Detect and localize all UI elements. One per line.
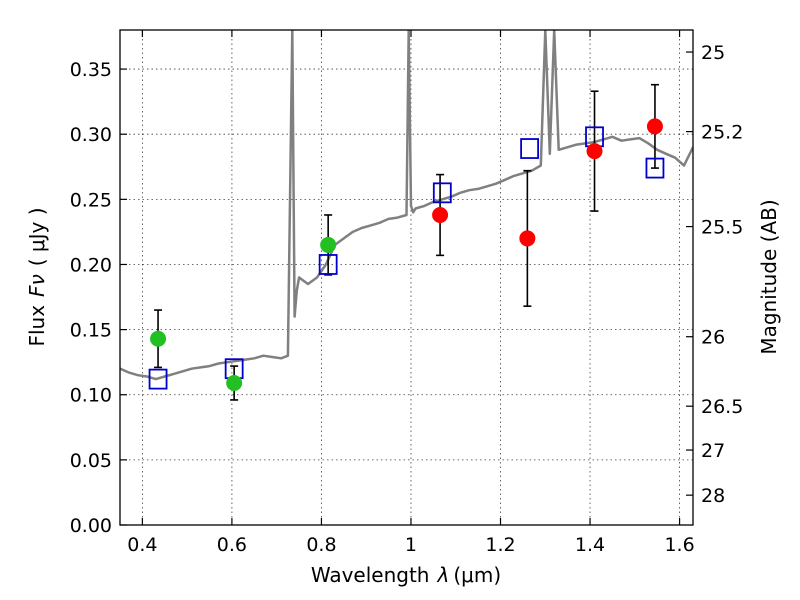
model-square-marker <box>645 157 665 179</box>
y-tick-label: 0.00 <box>70 515 112 537</box>
marker-layer <box>148 118 665 392</box>
x-axis-label: Wavelength λ (μm) <box>311 563 501 587</box>
x-tick-label: 0.6 <box>217 534 247 556</box>
y2-tick-label: 26.5 <box>701 396 743 418</box>
x-tick-label: 1.6 <box>664 534 694 556</box>
y-tick-label: 0.15 <box>70 320 112 342</box>
y-tick-label: 0.20 <box>70 254 112 276</box>
red-data-point <box>646 118 663 135</box>
y2-axis-label: Magnitude (AB) <box>757 199 781 354</box>
model-square-marker <box>432 182 452 204</box>
red-data-point <box>519 230 536 247</box>
green-data-point <box>226 375 243 392</box>
spectrum-layer <box>120 30 693 381</box>
x-tick-label: 1.2 <box>485 534 515 556</box>
y2-tick-label: 28 <box>701 485 725 507</box>
y-axis-label: FluxFν( μJy ) <box>25 207 49 346</box>
model-square-marker <box>318 254 338 275</box>
x-tick-label: 0.4 <box>127 534 157 556</box>
x-tick-label: 0.8 <box>306 534 336 556</box>
y-tick-label: 0.05 <box>70 450 112 472</box>
y2-tick-label: 25.2 <box>701 122 743 144</box>
green-data-point <box>150 330 167 347</box>
grid-lines <box>120 30 693 526</box>
axis-ticks: 0.4 0.6 0.8 1 1.2 1.4 1.6 0.00 0.05 0.10 0.15 0.20 0… <box>70 30 743 556</box>
model-square-marker <box>148 368 168 390</box>
y-tick-label: 0.30 <box>70 124 112 146</box>
x-tick-label: 1.4 <box>575 534 605 556</box>
green-data-point <box>320 236 337 253</box>
y2-tick-label: 27 <box>701 440 725 462</box>
y-tick-label: 0.35 <box>70 59 112 81</box>
model-square-marker <box>520 138 540 159</box>
plot-frame <box>119 29 694 526</box>
y-tick-label: 0.10 <box>70 385 112 407</box>
x-tick-label: 1 <box>405 534 417 556</box>
y2-tick-label: 26 <box>701 327 725 349</box>
red-data-point <box>432 206 449 223</box>
y-tick-label: 0.25 <box>70 189 112 211</box>
red-data-point <box>586 143 603 160</box>
y2-tick-label: 25.5 <box>701 217 743 239</box>
y2-tick-label: 25 <box>701 42 725 64</box>
spectrum-line <box>120 30 693 381</box>
